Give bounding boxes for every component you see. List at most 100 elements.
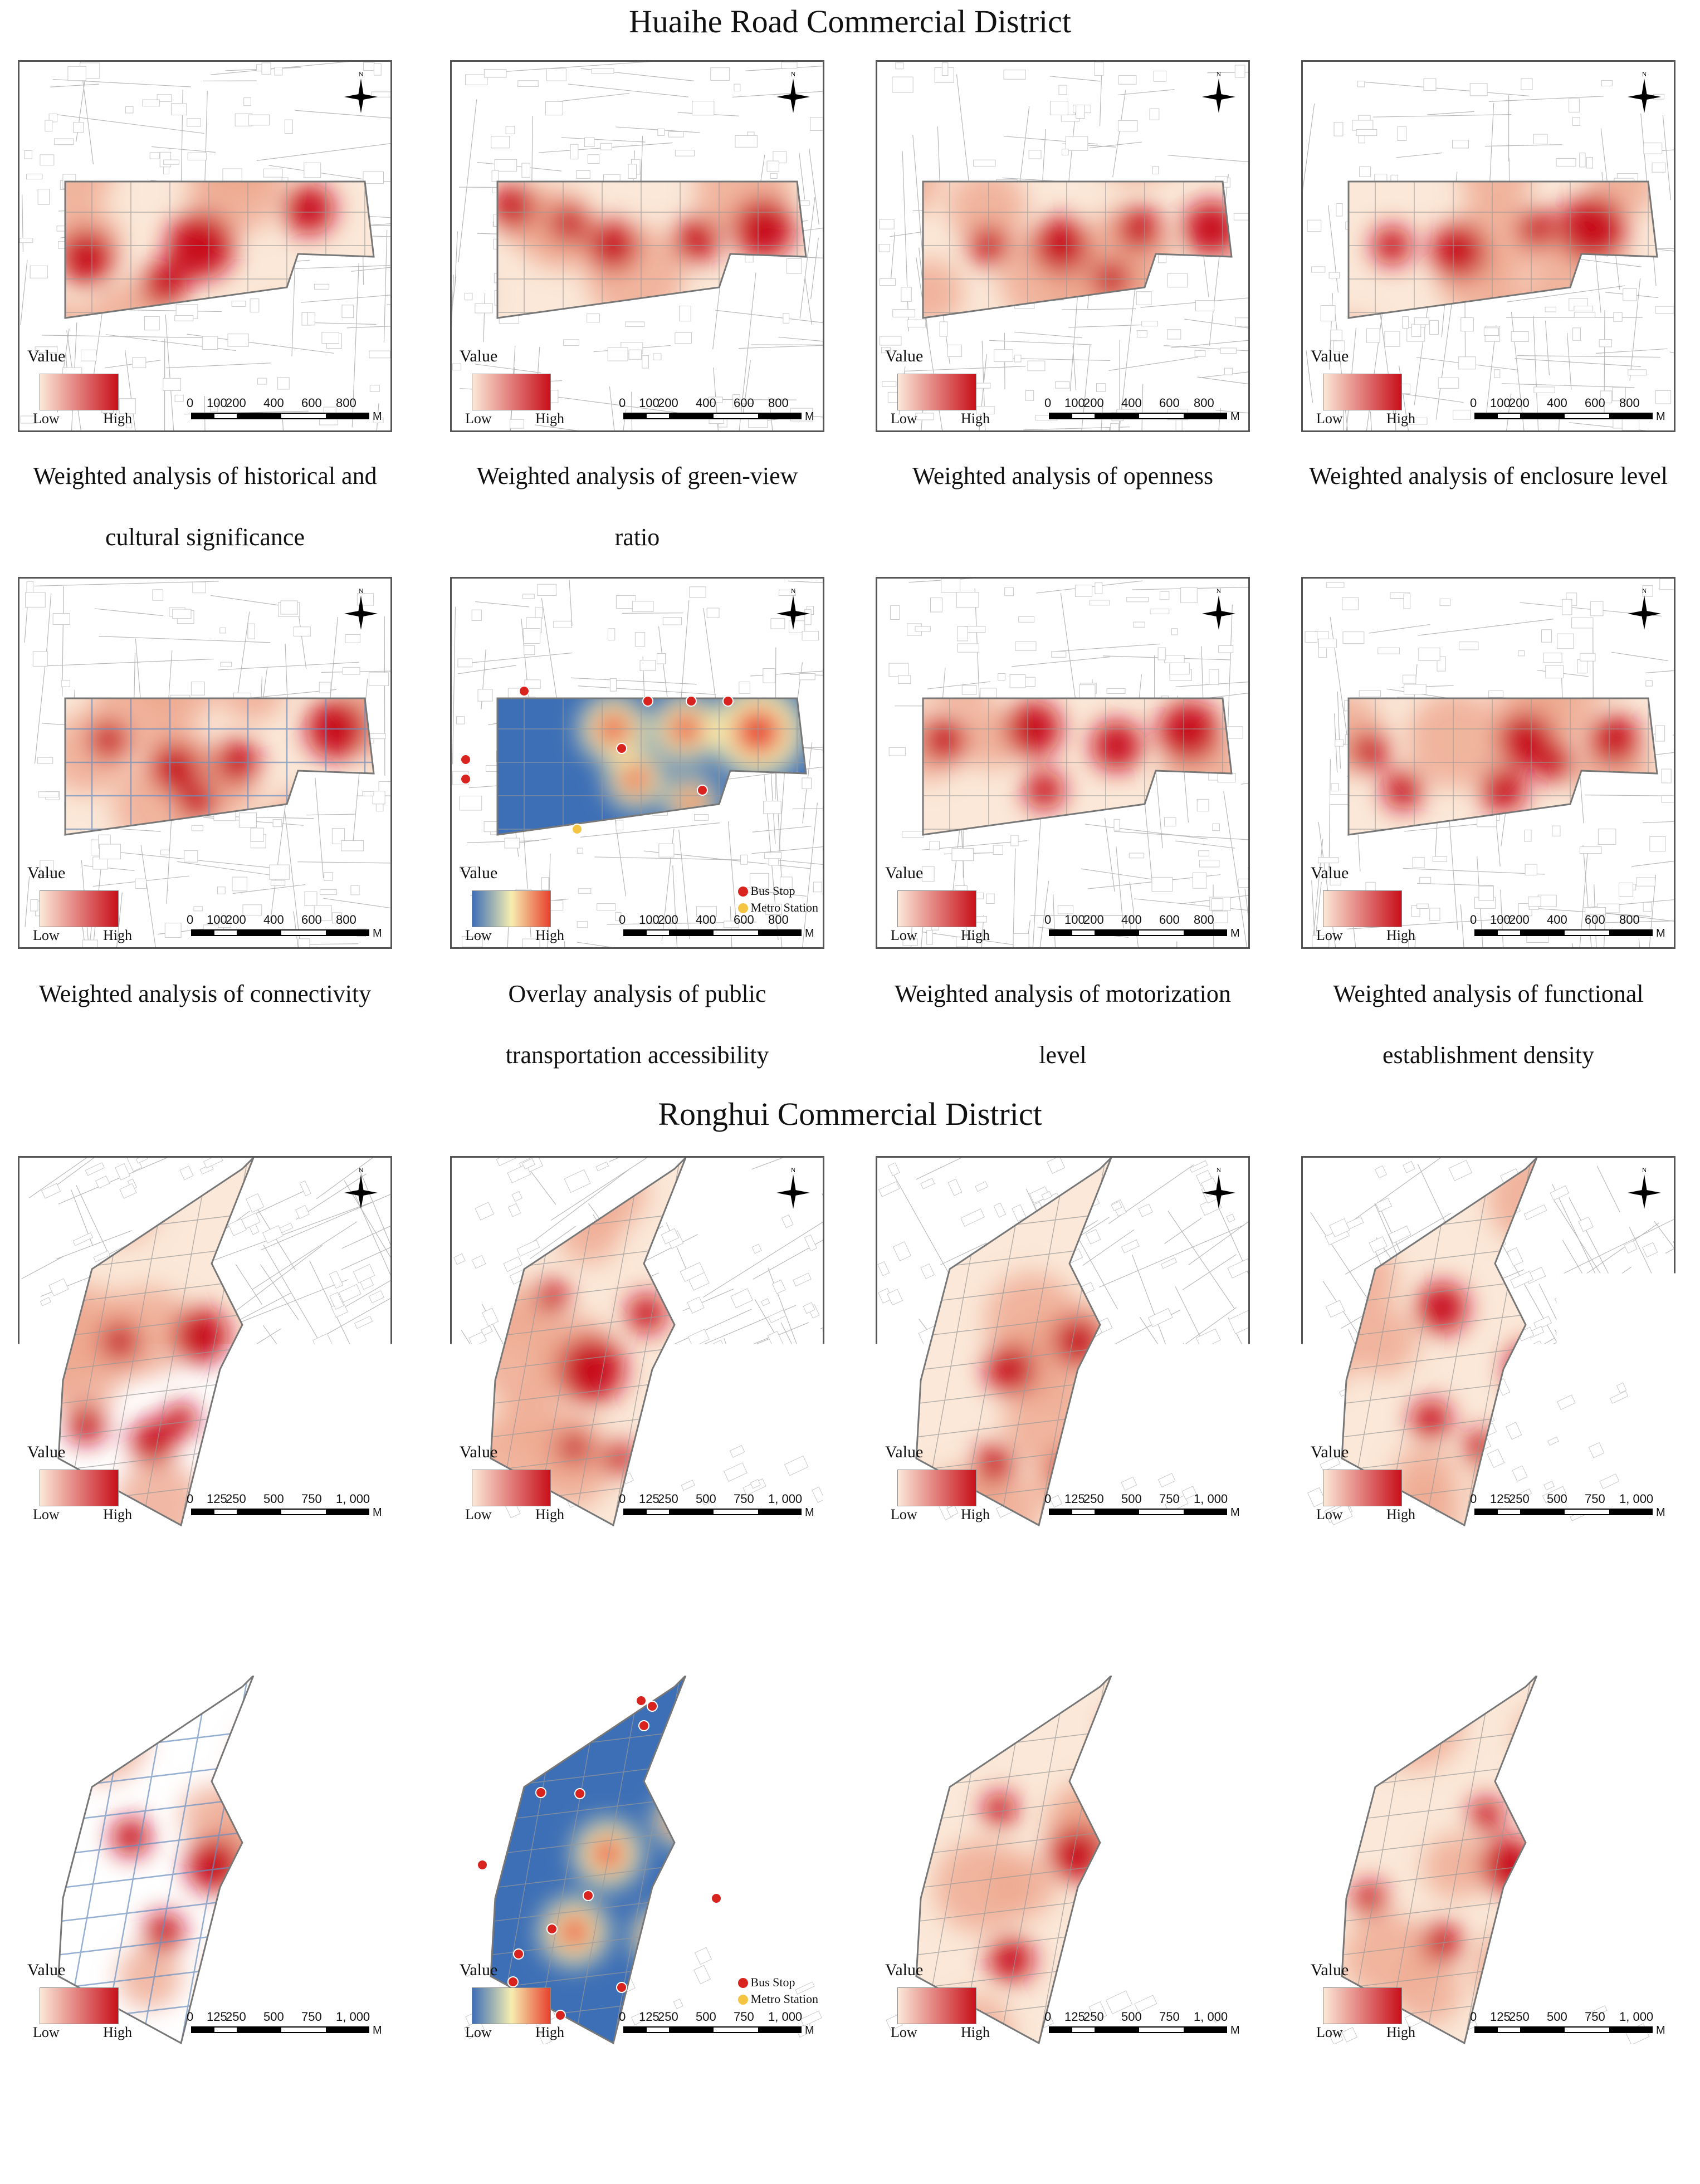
scale-tick-label: 250 (226, 1492, 246, 1506)
transit-accessibility-map-panel: N Value Low High Bus Stop Metro Station 0 125 25… (450, 1674, 824, 2046)
scale-tick-label: 500 (1547, 1492, 1567, 1506)
accessibility-hotspot (556, 1914, 592, 1950)
scale-tick-label: 200 (226, 396, 246, 410)
scale-tick-label: 400 (696, 913, 716, 927)
heat-hotspot (142, 262, 187, 307)
scale-tick-label: 800 (1619, 913, 1640, 927)
heatmap-panel: N Value Low High 0 100 200 400 600 800 M (876, 60, 1250, 432)
north-arrow-icon: N (341, 1166, 380, 1210)
caption-line: Overlay analysis of public (426, 2060, 849, 2122)
heatmap-panel: N Value Low High 0 100 200 400 600 800 M (876, 577, 1250, 949)
scale-bar: 0 100 200 400 600 800 M (619, 396, 819, 429)
scale-tick-label: 0 (1470, 1492, 1477, 1506)
scale-tick-label: 800 (1619, 396, 1640, 410)
caption-line: ratio (426, 507, 849, 568)
heat-hotspot (975, 1444, 1014, 1483)
heat-hotspot (1559, 195, 1626, 262)
legend-title: Value (27, 1443, 65, 1462)
scale-bar: 0 100 200 400 600 800 M (187, 913, 387, 946)
caption-line: Weighted analysis of openness (851, 1542, 1274, 1604)
heat-surface (497, 686, 806, 835)
bus-stop-marker (723, 696, 733, 706)
metro-station-icon (738, 903, 748, 913)
panel-caption: Weighted analysis of historical and cultu… (0, 1542, 417, 1665)
north-arrow-icon: N (1199, 1683, 1238, 1728)
bus-stop-marker (461, 774, 471, 784)
caption-line (1277, 1604, 1700, 1665)
scale-bar: 0 125 250 500 750 1, 000 M (187, 2010, 387, 2043)
legend-title: Value (460, 347, 497, 366)
heatmap-panel: N Value Low High 0 125 250 500 750 1, 000 M (1301, 1674, 1675, 2046)
scale-bar: 0 125 250 500 750 1, 000 M (619, 1492, 819, 1525)
legend-high-label: High (535, 410, 564, 427)
scale-tick-label: 600 (1585, 913, 1605, 927)
legend-low-label: Low (1316, 410, 1343, 427)
legend-color-ramp (1323, 1470, 1402, 1506)
heat-hotspot (1350, 732, 1389, 771)
heat-hotspot (1353, 1882, 1386, 1915)
heatmap-panel: N Value Low High 0 100 200 400 600 800 M (1301, 577, 1675, 949)
scale-bar: 0 125 250 500 750 1, 000 M (1470, 2010, 1670, 2043)
scale-tick-label: 0 (187, 1492, 193, 1506)
scale-tick-label: 125 (639, 2010, 660, 2024)
scale-tick-label: 0 (1470, 2010, 1477, 2024)
panel-caption: Weighted analysis of functional establish… (1277, 2060, 1700, 2183)
legend-color-ramp (40, 374, 119, 410)
heatmap-panel: N Value Low High 0 125 250 500 750 1, 000 M (18, 1156, 392, 1528)
scale-tick-label: 0 (1470, 396, 1477, 410)
scale-tick-label: 0 (619, 396, 626, 410)
caption-line: Weighted analysis of green-view (426, 1542, 849, 1604)
caption-line: Weighted analysis of motorization (851, 963, 1274, 1025)
legend-color-ramp (1323, 1987, 1402, 2024)
panel-caption: Weighted analysis of openness (851, 445, 1274, 568)
bus-stop-legend-item: Bus Stop (738, 1974, 818, 1991)
scale-tick-label: 400 (1121, 396, 1142, 410)
accessibility-hotspot (667, 1807, 693, 1834)
legend-title: Value (27, 347, 65, 366)
bus-stop-marker (461, 755, 471, 765)
scale-bar: 0 125 250 500 750 1, 000 M (1044, 1492, 1245, 1525)
scale-tick-label: 0 (187, 2010, 193, 2024)
caption-line: cultural significance (0, 507, 417, 568)
scale-unit: M (1230, 1506, 1240, 1519)
north-arrow-icon: N (1625, 70, 1664, 114)
scale-tick-label: 400 (263, 913, 284, 927)
scale-tick-label: 0 (1044, 396, 1051, 410)
heatmap-panel: N Value Low High 0 125 250 500 750 1, 000 M (876, 1674, 1250, 2046)
caption-line: cultural significance (0, 1604, 417, 1665)
bus-stop-marker (697, 785, 707, 795)
scale-tick-label: 125 (639, 1492, 660, 1506)
caption-line: Weighted analysis of functional (1277, 963, 1700, 1025)
scale-tick-label: 250 (226, 2010, 246, 2024)
legend-low-label: Low (465, 927, 492, 944)
scale-tick-label: 200 (226, 913, 246, 927)
transit-legend: Bus Stop Metro Station (738, 883, 818, 916)
legend-low-label: Low (891, 1506, 917, 1523)
heat-hotspot (58, 229, 114, 285)
legend-high-label: High (1386, 410, 1415, 427)
panel-caption: Weighted analysis of green-view ratio (426, 445, 849, 568)
scale-tick-label: 750 (734, 1492, 754, 1506)
north-arrow-icon: N (1625, 1683, 1664, 1728)
scale-unit: M (1230, 410, 1240, 423)
metro-station-label: Metro Station (750, 1992, 818, 2006)
heat-hotspot (1117, 207, 1161, 251)
heat-hotspot (1159, 701, 1220, 762)
caption-line: Weighted analysis of connectivity (0, 963, 417, 1025)
north-arrow-icon: N (341, 70, 380, 114)
north-arrow-icon: N (341, 1683, 380, 1728)
scale-tick-label: 1, 000 (768, 2010, 802, 2024)
bus-stop-marker (508, 1977, 518, 1987)
caption-line: level (851, 1025, 1274, 1086)
heat-hotspot (983, 1793, 1017, 1826)
heat-hotspot (1417, 1283, 1467, 1333)
scale-tick-label: 250 (1083, 2010, 1104, 2024)
scale-tick-label: 600 (1585, 396, 1605, 410)
scale-tick-label: 0 (619, 2010, 626, 2024)
scale-tick-label: 200 (1083, 396, 1104, 410)
scale-tick-label: 1, 000 (1194, 2010, 1228, 2024)
scale-tick-label: 750 (301, 2010, 322, 2024)
legend-color-ramp (1323, 374, 1402, 410)
bus-stop-marker (639, 1721, 649, 1731)
panel-caption: Overlay analysis of public transportation… (426, 2060, 849, 2183)
